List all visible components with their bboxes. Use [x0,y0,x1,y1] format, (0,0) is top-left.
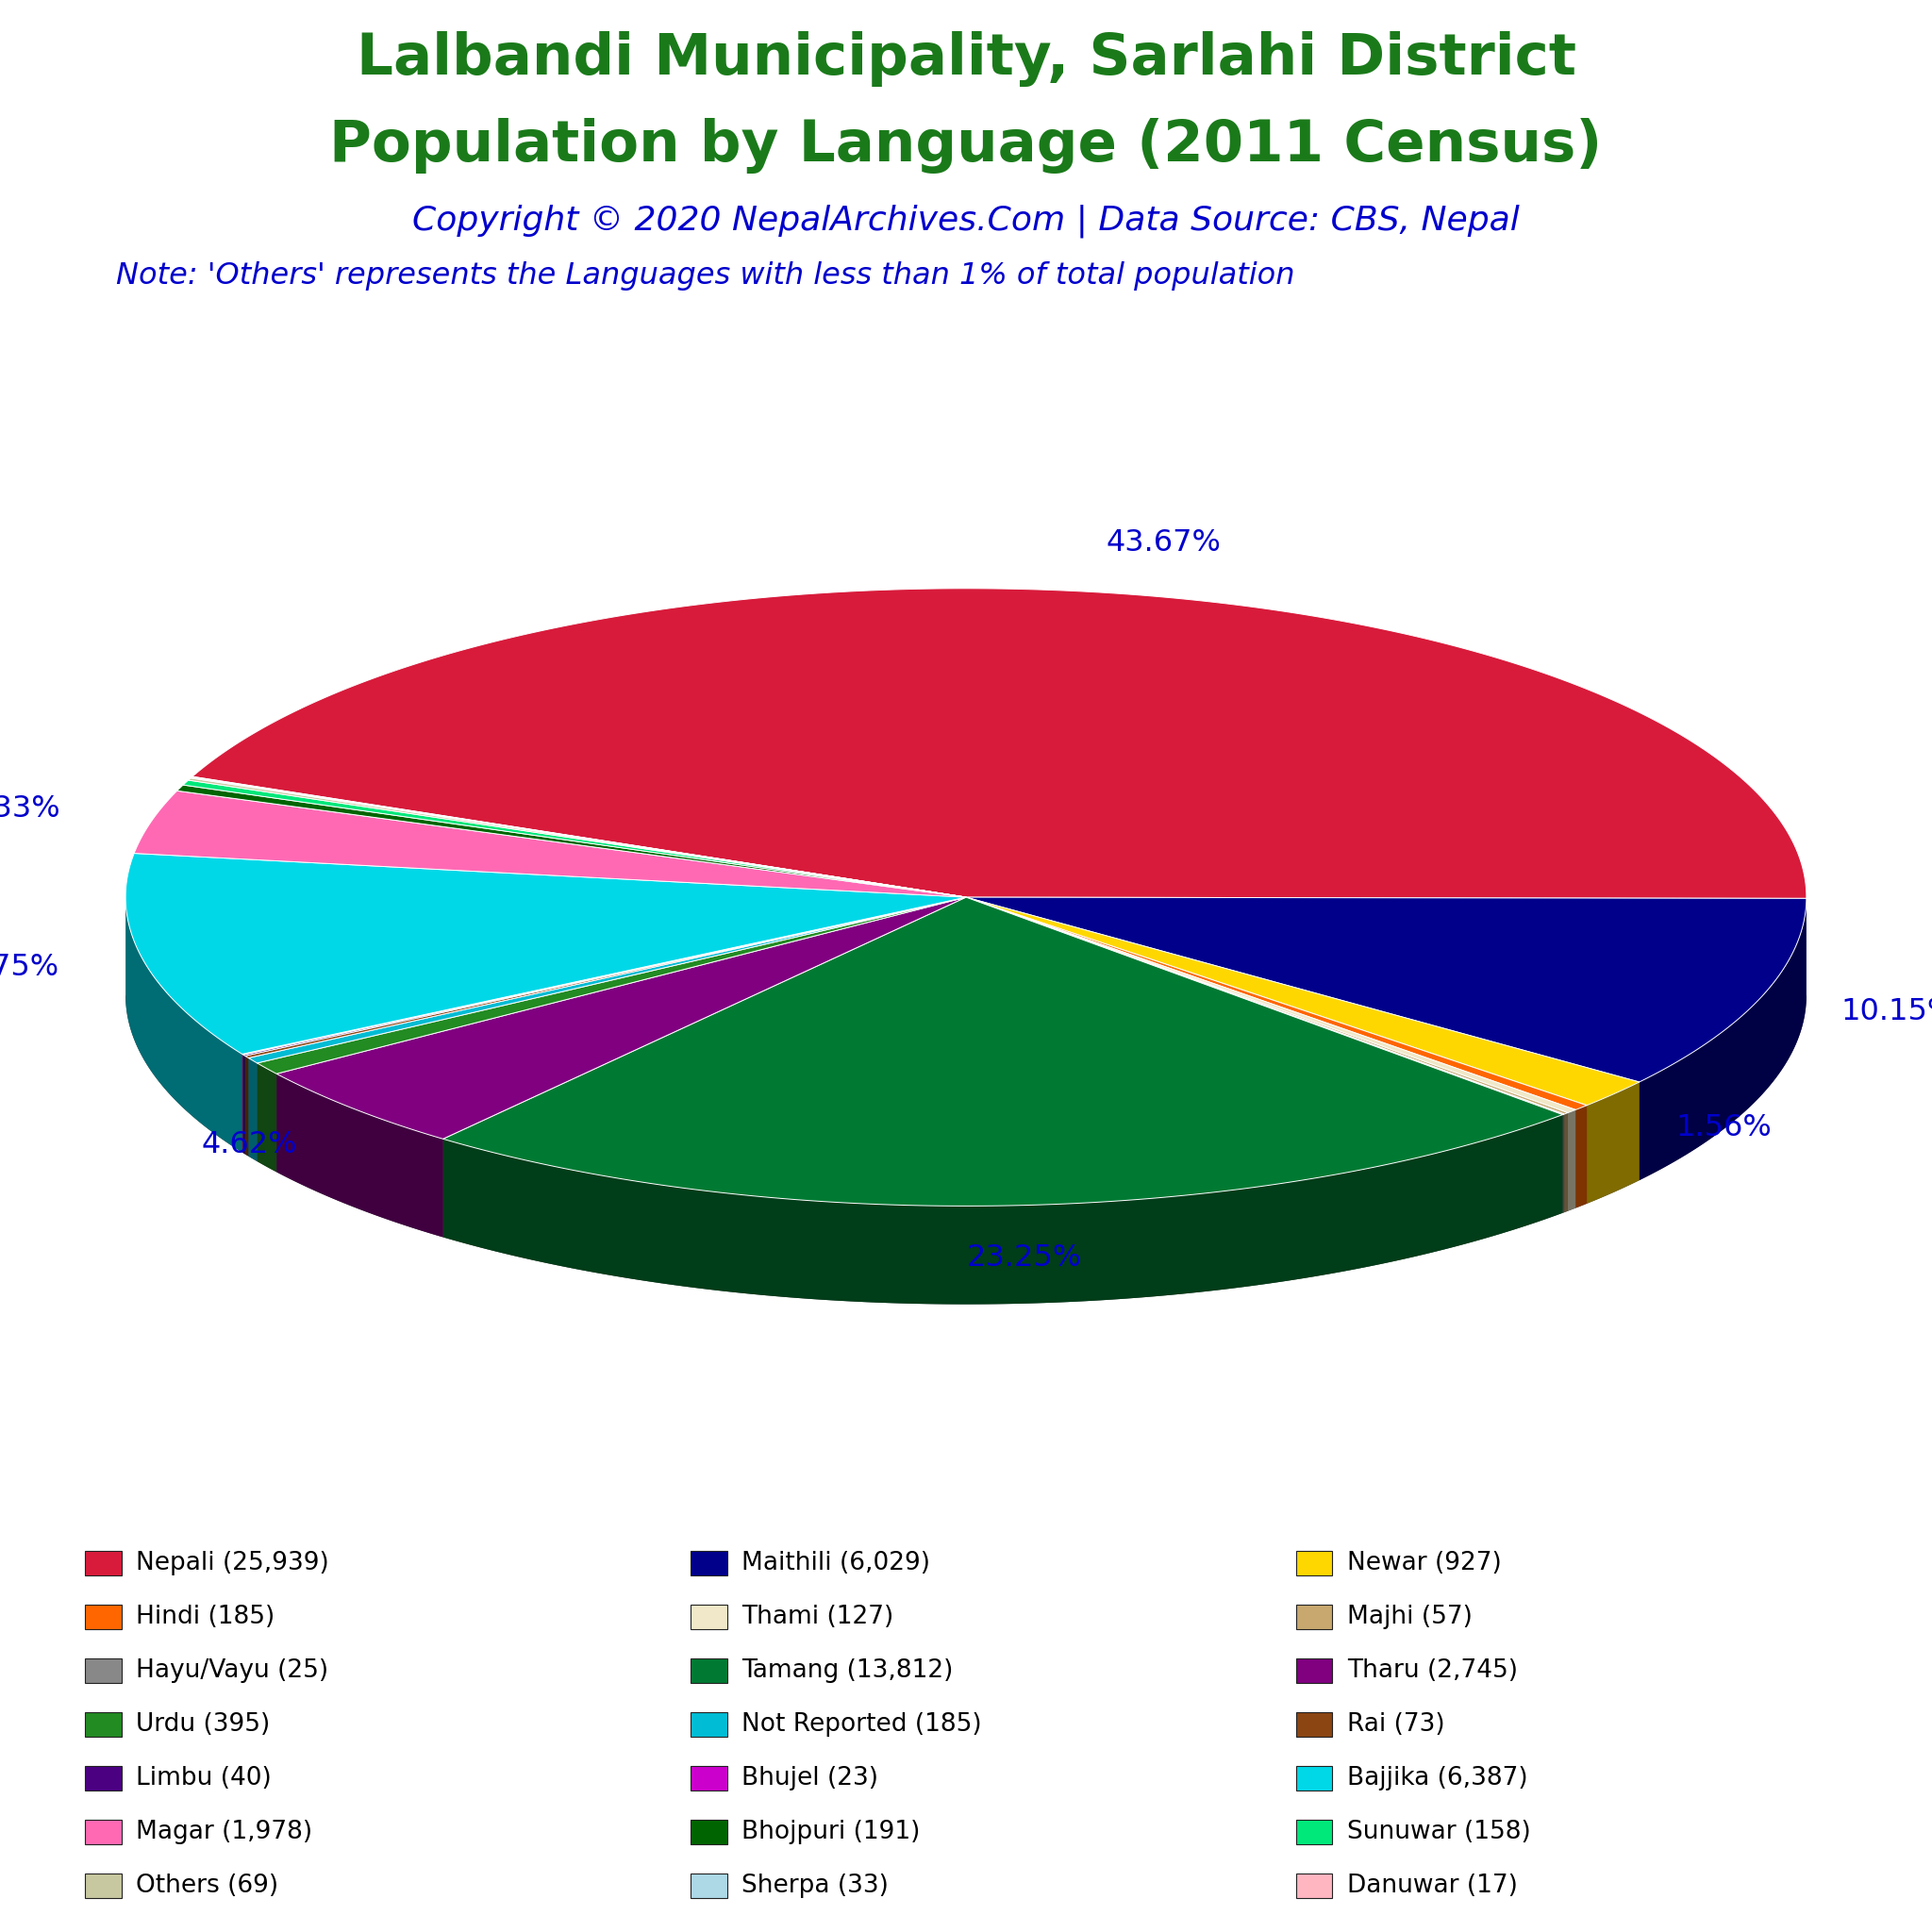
FancyBboxPatch shape [85,1820,122,1845]
Polygon shape [1567,1109,1577,1211]
Polygon shape [1586,1082,1638,1204]
Polygon shape [966,896,1567,1115]
FancyBboxPatch shape [85,1874,122,1897]
Polygon shape [133,790,966,896]
Polygon shape [966,896,1565,1115]
Text: Others (69): Others (69) [135,1874,278,1897]
FancyBboxPatch shape [690,1658,726,1683]
Text: Tamang (13,812): Tamang (13,812) [742,1658,952,1683]
Polygon shape [191,777,966,896]
Text: 3.33%: 3.33% [0,794,60,823]
FancyBboxPatch shape [1296,1766,1333,1791]
Polygon shape [126,995,1806,1304]
Text: Copyright © 2020 NepalArchives.Com | Data Source: CBS, Nepal: Copyright © 2020 NepalArchives.Com | Dat… [412,205,1520,238]
Text: 43.67%: 43.67% [1107,529,1221,558]
Polygon shape [966,896,1806,1082]
Text: 10.75%: 10.75% [0,952,60,981]
FancyBboxPatch shape [690,1874,726,1897]
Polygon shape [243,896,966,1057]
FancyBboxPatch shape [690,1551,726,1575]
FancyBboxPatch shape [1296,1604,1333,1629]
Polygon shape [126,854,966,1055]
Text: Lalbandi Municipality, Sarlahi District: Lalbandi Municipality, Sarlahi District [355,31,1577,87]
Text: 10.15%: 10.15% [1841,997,1932,1026]
Text: Note: 'Others' represents the Languages with less than 1% of total population: Note: 'Others' represents the Languages … [116,261,1294,290]
Polygon shape [966,896,1586,1109]
Polygon shape [276,1074,442,1236]
Polygon shape [249,1059,257,1161]
Polygon shape [1638,898,1806,1180]
FancyBboxPatch shape [1296,1551,1333,1575]
Polygon shape [193,589,1806,898]
Text: Rai (73): Rai (73) [1347,1712,1445,1737]
Text: Maithili (6,029): Maithili (6,029) [742,1551,929,1575]
Text: Limbu (40): Limbu (40) [135,1766,272,1791]
Text: 4.62%: 4.62% [201,1130,298,1159]
Polygon shape [184,781,966,896]
Polygon shape [245,1057,249,1155]
FancyBboxPatch shape [1296,1874,1333,1897]
FancyBboxPatch shape [1296,1820,1333,1845]
Text: Hayu/Vayu (25): Hayu/Vayu (25) [135,1658,328,1683]
Text: Hindi (185): Hindi (185) [135,1604,274,1629]
Text: Sherpa (33): Sherpa (33) [742,1874,889,1897]
FancyBboxPatch shape [690,1820,726,1845]
FancyBboxPatch shape [1296,1658,1333,1683]
Text: Sunuwar (158): Sunuwar (158) [1347,1820,1530,1845]
Polygon shape [966,896,1577,1113]
Polygon shape [257,896,966,1074]
Polygon shape [1565,1113,1567,1213]
FancyBboxPatch shape [85,1551,122,1575]
Polygon shape [1577,1105,1586,1208]
Text: Urdu (395): Urdu (395) [135,1712,270,1737]
Text: 23.25%: 23.25% [966,1242,1082,1273]
Polygon shape [966,896,1638,1105]
Text: Danuwar (17): Danuwar (17) [1347,1874,1517,1897]
Text: Population by Language (2011 Census): Population by Language (2011 Census) [330,118,1602,174]
FancyBboxPatch shape [85,1658,122,1683]
Text: Nepali (25,939): Nepali (25,939) [135,1551,328,1575]
Text: Majhi (57): Majhi (57) [1347,1604,1472,1629]
Polygon shape [126,898,242,1151]
FancyBboxPatch shape [85,1766,122,1791]
Text: Not Reported (185): Not Reported (185) [742,1712,981,1737]
Text: Magar (1,978): Magar (1,978) [135,1820,313,1845]
Polygon shape [191,777,966,896]
Text: Newar (927): Newar (927) [1347,1551,1501,1575]
FancyBboxPatch shape [690,1766,726,1791]
Text: Bajjika (6,387): Bajjika (6,387) [1347,1766,1528,1791]
FancyBboxPatch shape [85,1604,122,1629]
Polygon shape [187,779,966,896]
Polygon shape [245,896,966,1059]
FancyBboxPatch shape [85,1712,122,1737]
FancyBboxPatch shape [690,1604,726,1629]
Polygon shape [242,896,966,1055]
Polygon shape [442,1115,1563,1304]
FancyBboxPatch shape [690,1712,726,1737]
Text: Thami (127): Thami (127) [742,1604,893,1629]
Text: 1.56%: 1.56% [1675,1113,1772,1142]
Text: Bhojpuri (191): Bhojpuri (191) [742,1820,920,1845]
Polygon shape [442,896,1563,1206]
Polygon shape [257,1063,276,1173]
Polygon shape [178,784,966,896]
Polygon shape [249,896,966,1063]
Text: Tharu (2,745): Tharu (2,745) [1347,1658,1517,1683]
Polygon shape [276,896,966,1140]
Text: Bhujel (23): Bhujel (23) [742,1766,879,1791]
FancyBboxPatch shape [1296,1712,1333,1737]
